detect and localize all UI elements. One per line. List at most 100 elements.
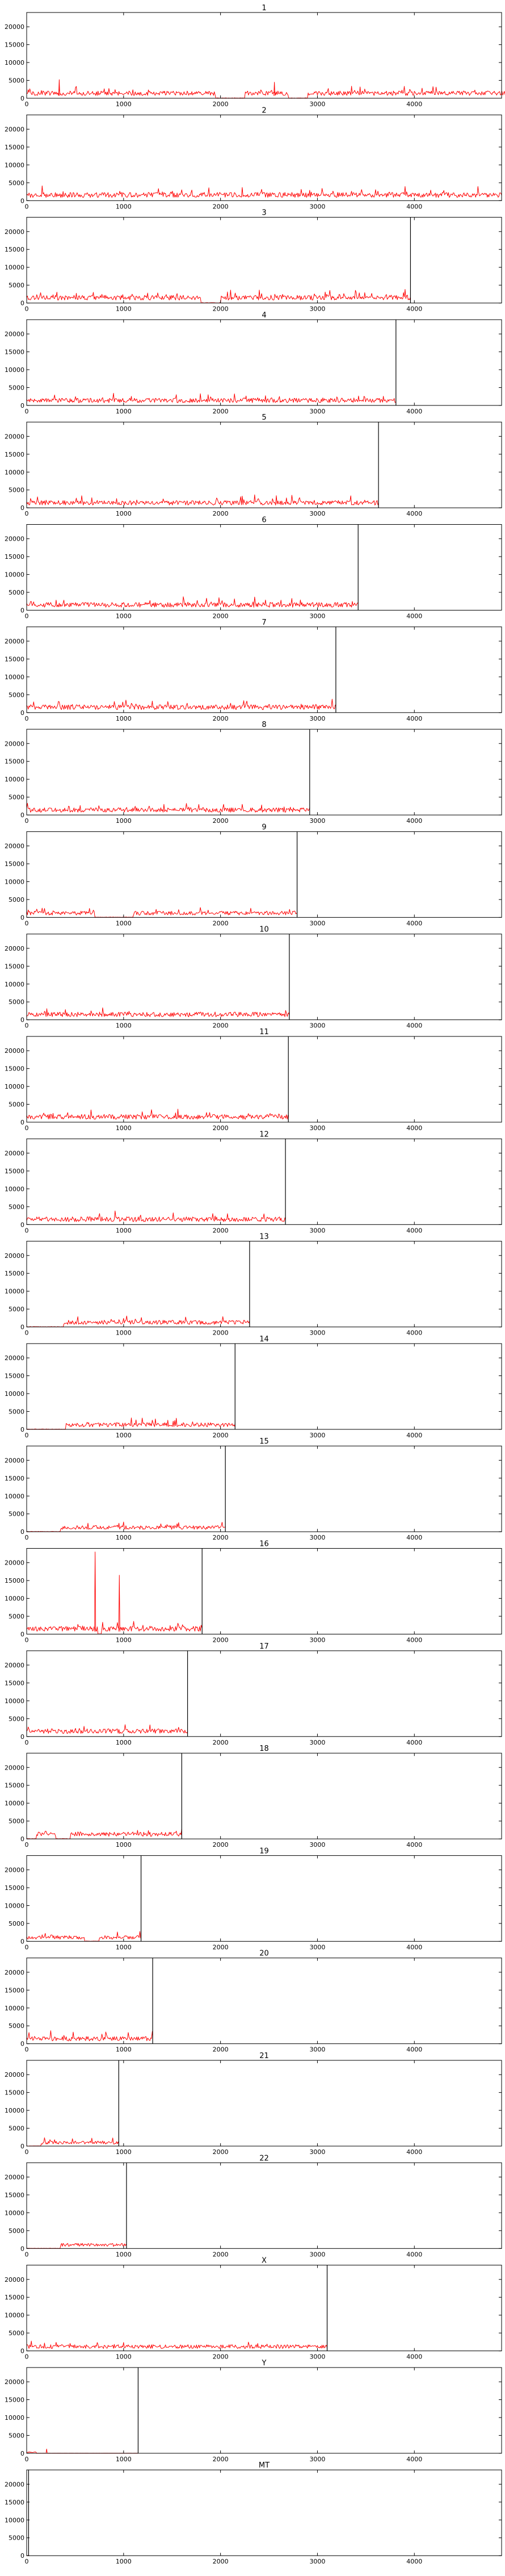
- coverage-line: [26, 1109, 289, 1120]
- y-tick-label: 20000: [5, 1047, 24, 1055]
- x-tick-label: 1000: [116, 101, 132, 108]
- panel-title: 1: [262, 4, 266, 12]
- coverage-line: [26, 1931, 142, 1942]
- x-tick-label: 1000: [116, 1841, 132, 1849]
- y-tick-label: 0: [20, 2552, 24, 2560]
- y-tick-label: 10000: [5, 469, 24, 476]
- panel-title: 6: [262, 516, 266, 525]
- x-tick-label: 2000: [213, 1022, 229, 1030]
- coverage-line: [26, 2448, 138, 2454]
- x-tick-label: 4000: [406, 1534, 422, 1541]
- x-tick-label: 2000: [213, 1227, 229, 1234]
- x-tick-label: 4000: [406, 715, 422, 722]
- plot-frame: [26, 2265, 502, 2352]
- y-tick-label: 10000: [5, 571, 24, 579]
- panel-title: 2: [262, 106, 266, 115]
- x-tick-label: 3000: [309, 1841, 325, 1849]
- y-tick-label: 20000: [5, 228, 24, 236]
- y-tick-label: 5000: [9, 1101, 24, 1109]
- x-tick-label: 4000: [406, 306, 422, 313]
- y-tick-label: 20000: [5, 1354, 24, 1362]
- y-tick-label: 5000: [9, 384, 24, 391]
- panel-5: 5 0 5000 10000 15000 20000 0 1000 2000 3000 4000: [5, 413, 502, 517]
- coverage-line: [26, 596, 359, 608]
- y-tick-label: 20000: [5, 23, 24, 31]
- y-tick-label: 10000: [5, 981, 24, 988]
- y-tick-label: 0: [20, 1528, 24, 1536]
- y-tick-label: 0: [20, 709, 24, 717]
- x-tick-label: 4000: [406, 2353, 422, 2361]
- plot-frame: [26, 1855, 502, 1942]
- panel-title: 7: [262, 618, 266, 627]
- x-tick-label: 0: [25, 1432, 29, 1439]
- x-tick-label: 2000: [213, 1943, 229, 1951]
- plot-frame: [26, 2469, 502, 2556]
- coverage-line: [26, 1007, 290, 1017]
- coverage-line: [26, 699, 336, 710]
- plot-frame: [26, 1445, 502, 1532]
- y-tick-label: 5000: [9, 1203, 24, 1211]
- x-tick-label: 0: [25, 2456, 29, 2463]
- coverage-line: [26, 2243, 127, 2249]
- x-tick-label: 0: [25, 306, 29, 313]
- y-tick-label: 10000: [5, 878, 24, 885]
- x-tick-label: 2000: [213, 2456, 229, 2463]
- y-tick-label: 10000: [5, 674, 24, 681]
- panel-8: 8 0 5000 10000 15000 20000 0 1000 2000 3000 4000: [5, 721, 502, 825]
- x-tick-label: 3000: [309, 306, 325, 313]
- y-tick-label: 15000: [5, 553, 24, 561]
- x-tick-label: 1000: [116, 715, 132, 722]
- y-tick-label: 5000: [9, 179, 24, 187]
- panel-title: 17: [259, 1642, 269, 1651]
- y-tick-label: 5000: [9, 282, 24, 289]
- x-tick-label: 0: [25, 1227, 29, 1234]
- x-tick-label: 0: [25, 2353, 29, 2361]
- y-tick-label: 5000: [9, 77, 24, 85]
- y-tick-label: 0: [20, 504, 24, 512]
- y-tick-label: 10000: [5, 2414, 24, 2422]
- coverage-line: [26, 2030, 153, 2042]
- x-tick-label: 4000: [406, 1124, 422, 1132]
- x-tick-label: 1000: [116, 1329, 132, 1337]
- x-tick-label: 0: [25, 2148, 29, 2156]
- y-tick-label: 5000: [9, 1306, 24, 1313]
- x-tick-label: 3000: [309, 510, 325, 517]
- y-tick-label: 0: [20, 1017, 24, 1024]
- y-tick-label: 0: [20, 812, 24, 819]
- x-tick-label: 0: [25, 1637, 29, 1644]
- x-tick-label: 3000: [309, 1534, 325, 1541]
- panel-19: 19 0 5000 10000 15000 20000 0 1000 2000 3000 4000: [5, 1847, 502, 1951]
- plot-frame: [26, 2162, 502, 2249]
- y-tick-label: 15000: [5, 2294, 24, 2301]
- coverage-line: [26, 185, 502, 198]
- x-tick-label: 2000: [213, 2353, 229, 2361]
- x-tick-label: 3000: [309, 919, 325, 927]
- y-tick-label: 0: [20, 1938, 24, 1945]
- y-tick-label: 10000: [5, 2209, 24, 2217]
- x-tick-label: 2000: [213, 510, 229, 517]
- y-tick-label: 15000: [5, 655, 24, 663]
- y-tick-label: 0: [20, 2143, 24, 2150]
- x-tick-label: 1000: [116, 2046, 132, 2054]
- plot-frame: [26, 934, 502, 1021]
- x-tick-label: 4000: [406, 1739, 422, 1746]
- y-tick-label: 15000: [5, 1475, 24, 1482]
- coverage-line: [26, 392, 396, 403]
- x-tick-label: 0: [25, 1124, 29, 1132]
- x-tick-label: 4000: [406, 1943, 422, 1951]
- x-tick-label: 3000: [309, 1124, 325, 1132]
- y-tick-label: 5000: [9, 1818, 24, 1825]
- y-tick-label: 0: [20, 1324, 24, 1331]
- x-tick-label: 2000: [213, 408, 229, 415]
- y-tick-label: 15000: [5, 758, 24, 766]
- x-tick-label: 2000: [213, 1124, 229, 1132]
- x-tick-label: 4000: [406, 1841, 422, 1849]
- x-tick-label: 3000: [309, 1739, 325, 1746]
- x-tick-label: 2000: [213, 817, 229, 825]
- y-tick-label: 20000: [5, 1252, 24, 1260]
- panel-title: 19: [259, 1847, 269, 1855]
- x-tick-label: 1000: [116, 2456, 132, 2463]
- y-tick-label: 20000: [5, 1662, 24, 1669]
- plot-frame: [26, 421, 502, 508]
- coverage-line: [26, 1521, 225, 1532]
